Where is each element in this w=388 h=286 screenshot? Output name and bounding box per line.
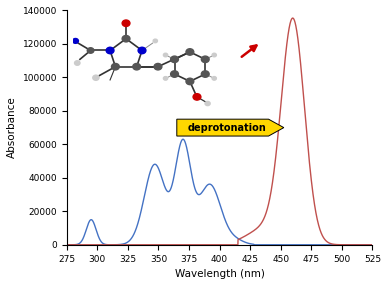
X-axis label: Wavelength (nm): Wavelength (nm) bbox=[175, 269, 265, 279]
FancyArrow shape bbox=[177, 119, 284, 136]
Text: deprotonation: deprotonation bbox=[188, 123, 267, 133]
Y-axis label: Absorbance: Absorbance bbox=[7, 97, 17, 158]
